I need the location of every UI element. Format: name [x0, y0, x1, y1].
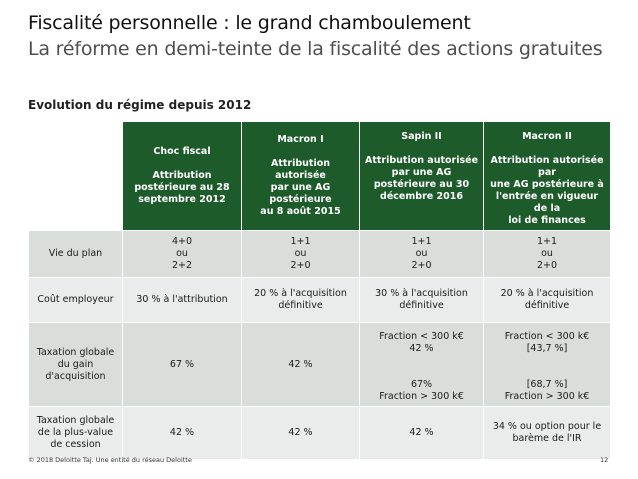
table-cell: 1+1 ou 2+0 — [483, 230, 611, 278]
table-cell: 20 % à l'acquisition définitive — [483, 277, 611, 323]
column-header-choc-fiscal: Choc fiscal Attribution postérieure au 2… — [122, 121, 242, 231]
table-row: Coût employeur 30 % à l'attribution 20 %… — [28, 277, 611, 323]
row-label-taxation-gain-acquisition: Taxation globale du gain d'acquisition — [28, 322, 123, 407]
table-cell: 1+1 ou 2+0 — [241, 230, 360, 278]
table-cell: 42 % — [122, 406, 242, 460]
table-row: Vie du plan 4+0 ou 2+2 1+1 ou 2+0 1+1 ou… — [28, 230, 611, 278]
table-cell: 1+1 ou 2+0 — [359, 230, 484, 278]
table-cell: Fraction < 300 k€ [43,7 %] [68,7 %] Frac… — [483, 322, 611, 407]
table-cell: Fraction < 300 k€ 42 % 67% Fraction > 30… — [359, 322, 484, 407]
row-label-cout-employeur: Coût employeur — [28, 277, 123, 323]
table-row: Taxation globale de la plus-value de ces… — [28, 406, 611, 460]
regime-table: Choc fiscal Attribution postérieure au 2… — [28, 121, 611, 460]
table-cell: 42 % — [241, 406, 360, 460]
column-header-macron-i: Macron I Attribution autorisée par une A… — [241, 121, 360, 231]
table-cell: 30 % à l'attribution — [122, 277, 242, 323]
row-label-vie-du-plan: Vie du plan — [28, 230, 123, 278]
page-number: 12 — [600, 456, 609, 464]
section-title: Evolution du régime depuis 2012 — [28, 98, 252, 112]
table-row: Taxation globale du gain d'acquisition 6… — [28, 322, 611, 407]
column-header-sapin-ii: Sapin II Attribution autorisée par une A… — [359, 121, 484, 231]
page-subtitle: La réforme en demi-teinte de la fiscalit… — [28, 38, 603, 60]
table-corner — [28, 121, 123, 231]
table-cell: 34 % ou option pour le barème de l'IR — [483, 406, 611, 460]
table-cell: 67 % — [122, 322, 242, 407]
column-header-macron-ii: Macron II Attribution autorisée par une … — [483, 121, 611, 231]
table-cell: 42 % — [241, 322, 360, 407]
row-label-taxation-plus-value: Taxation globale de la plus-value de ces… — [28, 406, 123, 460]
table-cell: 20 % à l'acquisition définitive — [241, 277, 360, 323]
table-cell: 42 % — [359, 406, 484, 460]
page-title: Fiscalité personnelle : le grand chambou… — [28, 12, 471, 34]
footer-copyright: © 2018 Deloitte Taj. Une entité du résea… — [28, 456, 192, 464]
table-cell: 30 % à l'acquisition définitive — [359, 277, 484, 323]
table-cell: 4+0 ou 2+2 — [122, 230, 242, 278]
